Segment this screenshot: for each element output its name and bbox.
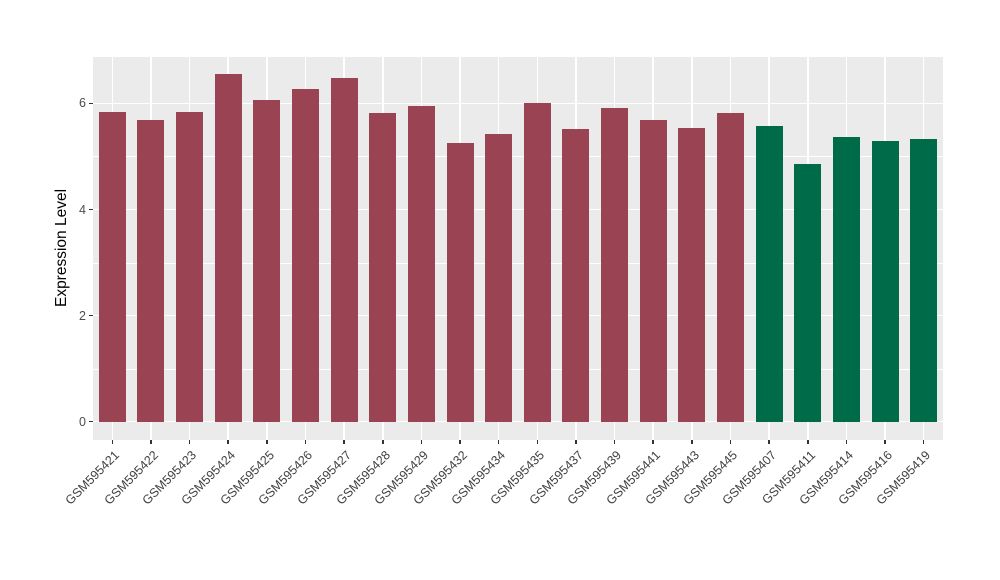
x-axis-tick [613, 440, 616, 444]
bar [601, 107, 629, 422]
y-axis-tick-label: 2 [79, 308, 86, 323]
horizontal-major-gridline [93, 420, 943, 423]
x-axis-tick [188, 440, 191, 444]
x-axis-tick [807, 440, 809, 444]
x-axis-tick [575, 440, 577, 444]
bar [639, 119, 667, 422]
x-axis-tick [420, 440, 423, 444]
bar [176, 111, 204, 422]
bar [330, 78, 358, 422]
y-axis-tick-label: 4 [79, 202, 86, 217]
x-axis-tick [497, 440, 500, 444]
y-axis-tick [89, 420, 93, 423]
y-axis-tick-label: 0 [79, 414, 86, 429]
x-axis-tick [691, 440, 693, 444]
y-axis-tick-label: 6 [79, 96, 86, 111]
y-axis-tick [89, 208, 93, 211]
bar [407, 105, 435, 422]
horizontal-minor-gridline [93, 262, 943, 264]
bar [485, 133, 513, 422]
y-axis-tick [89, 314, 93, 317]
x-axis-tick [343, 440, 345, 444]
bar [832, 137, 860, 422]
horizontal-minor-gridline [93, 156, 943, 158]
bar [562, 128, 590, 422]
x-axis-tick [227, 440, 229, 444]
horizontal-major-gridline [93, 314, 943, 317]
bar [794, 164, 822, 422]
x-axis-tick [768, 440, 770, 444]
bar [214, 74, 242, 422]
plot-panel [93, 57, 943, 440]
x-axis-tick [111, 440, 114, 444]
bar [98, 111, 126, 422]
bar [523, 103, 551, 422]
horizontal-major-gridline [93, 208, 943, 211]
bar [871, 141, 899, 422]
y-axis-tick [89, 102, 93, 105]
bar [369, 113, 397, 422]
bar [678, 127, 706, 422]
bar [253, 100, 281, 422]
x-axis-tick [382, 440, 384, 444]
x-axis-tick [150, 440, 152, 444]
x-axis-tick [922, 440, 925, 444]
bar [717, 112, 744, 422]
x-axis-tick [729, 440, 732, 444]
x-axis-tick [845, 440, 848, 444]
x-axis-tick [652, 440, 654, 444]
x-axis-tick [304, 440, 307, 444]
horizontal-major-gridline [93, 102, 943, 105]
x-axis-tick [459, 440, 461, 444]
bar [910, 138, 938, 422]
bar [755, 126, 783, 422]
bar [137, 119, 165, 422]
horizontal-minor-gridline [93, 368, 943, 370]
bar [446, 143, 474, 422]
x-axis-tick [266, 440, 268, 444]
x-axis-tick [536, 440, 539, 444]
x-axis-tick [884, 440, 886, 444]
bar [292, 89, 319, 422]
